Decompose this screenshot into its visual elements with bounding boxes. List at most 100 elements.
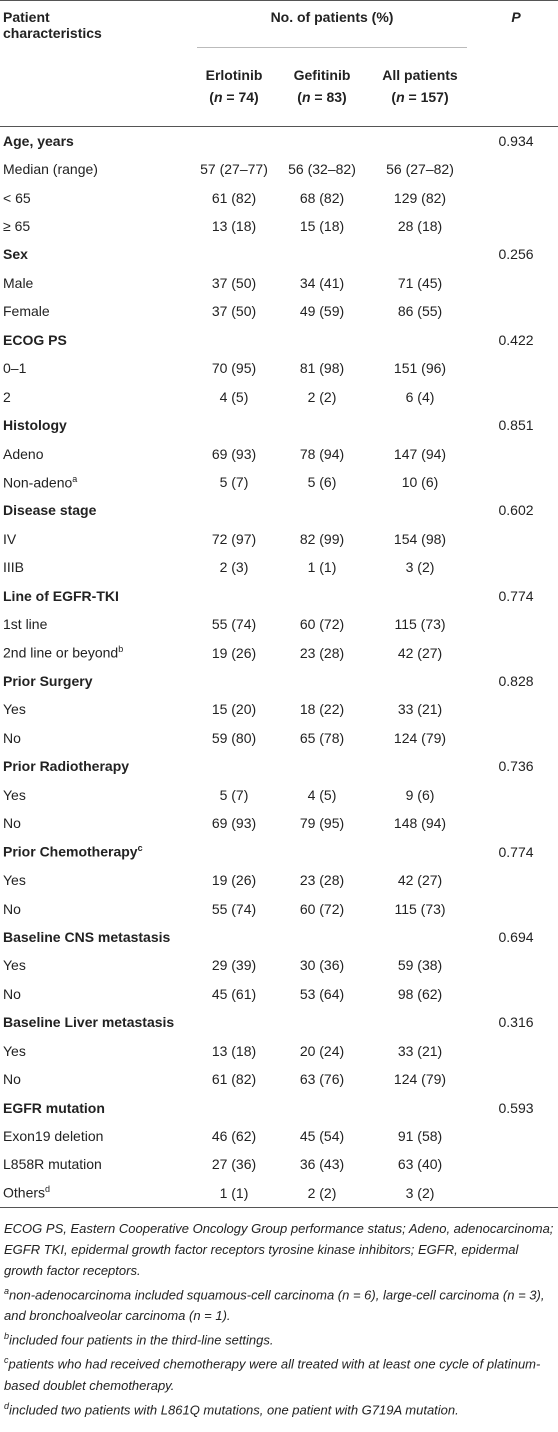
empty-cell	[474, 781, 558, 809]
data-row: No 69 (93) 79 (95) 148 (94)	[0, 809, 558, 837]
row-label: No	[0, 809, 190, 837]
section-row: Prior Radiotherapy 0.736	[0, 752, 558, 780]
value-text: 6 (4)	[405, 388, 435, 405]
empty-cell	[474, 439, 558, 467]
section-title: Sex	[0, 240, 474, 268]
value-text: 59 (38)	[397, 957, 443, 974]
column-n: n	[396, 89, 405, 105]
footnote: bincluded four patients in the third-lin…	[4, 1326, 554, 1350]
row-label: 2nd line or beyondb	[0, 638, 190, 666]
value-text: 59 (80)	[211, 729, 257, 746]
data-row: No 61 (82) 63 (76) 124 (79)	[0, 1065, 558, 1093]
p-text: 0.593	[498, 1099, 534, 1116]
data-row: Yes 13 (18) 20 (24) 33 (21)	[0, 1037, 558, 1065]
p-value: 0.851	[474, 411, 558, 439]
value-cell: 56 (27–82)	[366, 155, 474, 183]
value-cell: 59 (38)	[366, 951, 474, 979]
value-cell: 19 (26)	[190, 638, 278, 666]
value-cell: 81 (98)	[278, 354, 366, 382]
value-cell: 6 (4)	[366, 382, 474, 410]
footnote-text: included two patients with L861Q mutatio…	[9, 1401, 459, 1417]
data-row: Yes 19 (26) 23 (28) 42 (27)	[0, 866, 558, 894]
column-n: = 83)	[310, 89, 347, 105]
column-name: Erlotinib	[205, 67, 263, 83]
section-row: Prior Chemotherapyc 0.774	[0, 837, 558, 865]
section-text: EGFR mutation	[3, 1099, 105, 1116]
data-row: IV 72 (97) 82 (99) 154 (98)	[0, 525, 558, 553]
label-text: No	[3, 729, 21, 746]
p-value: 0.774	[474, 582, 558, 610]
value-cell: 61 (82)	[190, 1065, 278, 1093]
section-row: Baseline Liver metastasis 0.316	[0, 1008, 558, 1036]
label-text: 2nd line or beyond	[3, 644, 119, 661]
value-text: 124 (79)	[393, 729, 447, 746]
section-text: Line of EGFR-TKI	[3, 587, 119, 604]
p-text: 0.256	[498, 246, 534, 263]
value-cell: 13 (18)	[190, 212, 278, 240]
data-row: Exon19 deletion 46 (62) 45 (54) 91 (58)	[0, 1122, 558, 1150]
value-text: 154 (98)	[393, 530, 447, 547]
data-row: Yes 15 (20) 18 (22) 33 (21)	[0, 695, 558, 723]
empty-cell	[474, 695, 558, 723]
p-text: 0.736	[498, 758, 534, 775]
label-text: Yes	[3, 957, 26, 974]
value-text: 23 (28)	[299, 644, 345, 661]
value-cell: 2 (2)	[278, 382, 366, 410]
section-title: Baseline Liver metastasis	[0, 1008, 474, 1036]
value-cell: 57 (27–77)	[190, 155, 278, 183]
value-text: 68 (82)	[299, 189, 345, 206]
label-text: < 65	[3, 189, 31, 206]
row-label: Male	[0, 269, 190, 297]
section-text: Prior Radiotherapy	[3, 758, 130, 775]
p-value: 0.828	[474, 667, 558, 695]
data-row: L858R mutation 27 (36) 36 (43) 63 (40)	[0, 1150, 558, 1178]
section-title: Age, years	[0, 127, 474, 155]
value-cell: 10 (6)	[366, 468, 474, 496]
value-cell: 4 (5)	[190, 382, 278, 410]
data-row: Female 37 (50) 49 (59) 86 (55)	[0, 297, 558, 325]
p-text: 0.316	[498, 1014, 534, 1031]
p-text: 0.774	[498, 843, 534, 860]
empty-cell	[474, 1122, 558, 1150]
value-text: 18 (22)	[299, 701, 345, 718]
value-cell: 148 (94)	[366, 809, 474, 837]
value-cell: 23 (28)	[278, 638, 366, 666]
label-text: Yes	[3, 786, 26, 803]
row-label: Yes	[0, 695, 190, 723]
p-value: 0.256	[474, 240, 558, 268]
value-cell: 70 (95)	[190, 354, 278, 382]
value-text: 5 (7)	[219, 473, 249, 490]
data-row: Yes 29 (39) 30 (36) 59 (38)	[0, 951, 558, 979]
footnote: anon-adenocarcinoma included squamous-ce…	[4, 1281, 554, 1326]
value-text: 53 (64)	[299, 985, 345, 1002]
value-cell: 34 (41)	[278, 269, 366, 297]
value-cell: 5 (7)	[190, 781, 278, 809]
section-text: Baseline CNS metastasis	[3, 928, 171, 945]
column-n: n	[213, 89, 223, 105]
section-text: Prior Chemotherapy	[3, 843, 138, 860]
value-cell: 46 (62)	[190, 1122, 278, 1150]
row-label: Exon19 deletion	[0, 1122, 190, 1150]
value-cell: 1 (1)	[190, 1178, 278, 1208]
row-label: No	[0, 1065, 190, 1093]
value-text: 15 (20)	[211, 701, 257, 718]
footnote: dincluded two patients with L861Q mutati…	[4, 1396, 554, 1420]
value-text: 19 (26)	[211, 872, 257, 889]
value-text: 2 (2)	[307, 1184, 337, 1201]
empty-cell	[474, 155, 558, 183]
section-row: Histology 0.851	[0, 411, 558, 439]
value-text: 1 (1)	[219, 1184, 249, 1201]
column-n: = 157)	[404, 89, 449, 105]
value-text: 63 (76)	[299, 1071, 345, 1088]
data-row: Male 37 (50) 34 (41) 71 (45)	[0, 269, 558, 297]
value-cell: 59 (80)	[190, 724, 278, 752]
value-text: 57 (27–77)	[200, 161, 268, 178]
value-text: 60 (72)	[299, 616, 345, 633]
superscript: b	[118, 644, 124, 655]
value-cell: 60 (72)	[278, 894, 366, 922]
value-cell: 56 (32–82)	[278, 155, 366, 183]
row-label: 1st line	[0, 610, 190, 638]
value-text: 148 (94)	[393, 815, 447, 832]
header-cell: P	[474, 0, 558, 127]
value-cell: 9 (6)	[366, 781, 474, 809]
